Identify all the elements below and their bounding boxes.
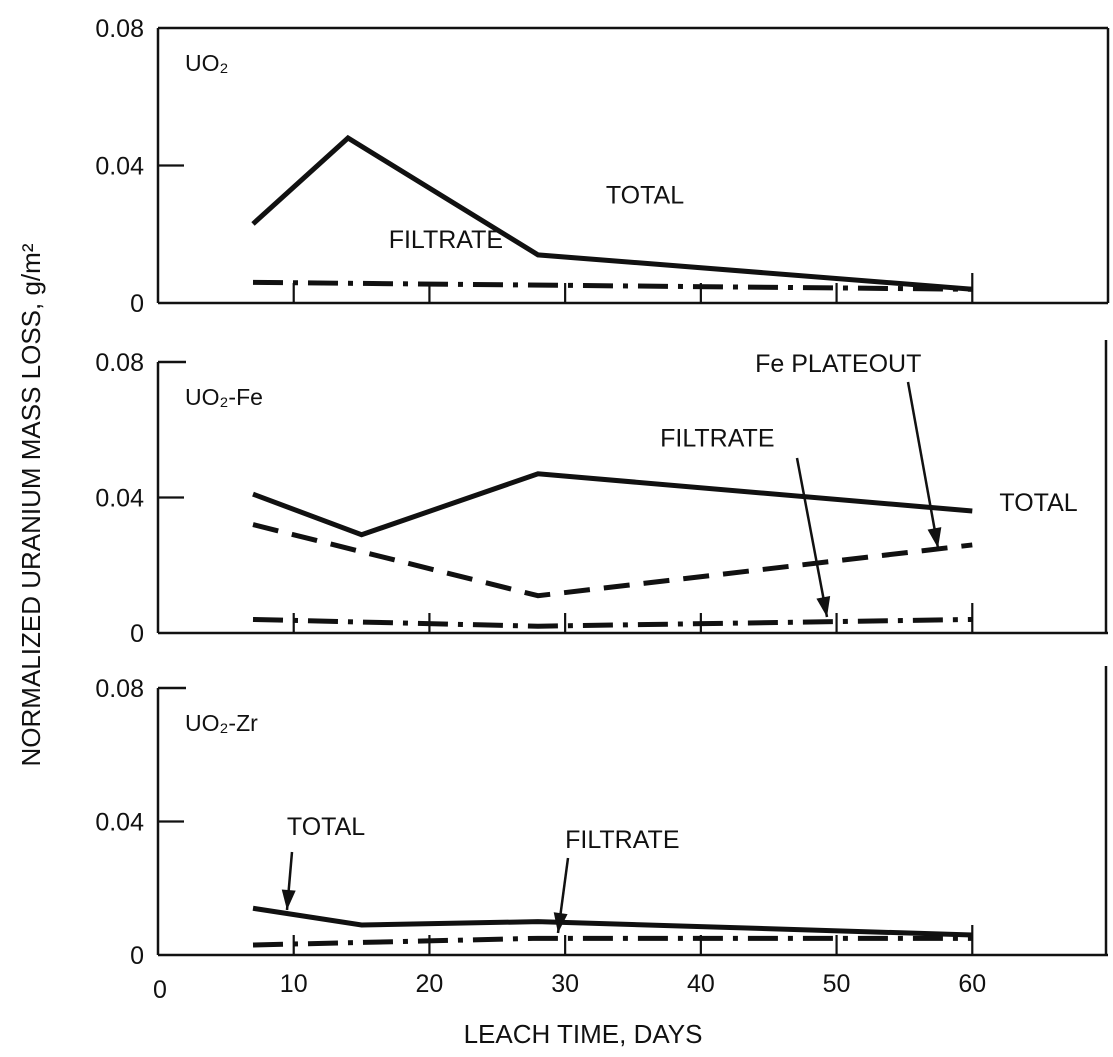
panel-3-label-total: TOTAL (287, 813, 365, 841)
panel-3-y-tick-label: 0.08 (95, 675, 144, 703)
arrow-total-zr-head (281, 889, 296, 910)
y-axis-title: NORMALIZED URANIUM MASS LOSS, g/m² (16, 243, 46, 766)
arrow-filtrate-fe-head (816, 596, 831, 617)
panel-1-label-total: TOTAL (606, 181, 684, 209)
panel-2-y-tick-label: 0.08 (95, 349, 144, 377)
panel-2-series-total (252, 471, 973, 538)
x-tick-label: 40 (687, 970, 715, 998)
panel-1-title: UO₂ (185, 50, 228, 76)
x-tick-label: 20 (416, 970, 444, 998)
panel-2-title: UO₂-Fe (185, 384, 263, 410)
panel-1-y-tick-label: 0.08 (95, 15, 144, 43)
x-tick-label: 60 (958, 970, 986, 998)
panel-2-label-filtrate: FILTRATE (660, 425, 774, 453)
arrow-filtrate-fe (795, 457, 829, 618)
x-tick-label: 30 (551, 970, 579, 998)
x-tick-label: 0 (153, 976, 167, 1004)
panel-1-series-total (251, 134, 973, 292)
arrow-fe-plateout (906, 381, 940, 549)
panel-2-series-filtrate (252, 616, 973, 629)
panel-3-title: UO₂-Zr (185, 710, 258, 736)
panel-3-series-filtrate (252, 935, 973, 948)
panel-2-y-tick-label: 0.04 (95, 485, 144, 513)
x-axis-title: LEACH TIME, DAYS (464, 1019, 703, 1049)
panel-3-y-tick-label: 0.04 (95, 809, 144, 837)
panel-2-series-fe-plateout (252, 522, 973, 599)
panel-1-series-filtrate (252, 279, 973, 292)
panel-2-y-tick-label: 0 (130, 620, 144, 648)
panel-1-y-tick-label: 0.04 (95, 153, 144, 181)
panel-2-label-total: TOTAL (999, 489, 1077, 517)
panel-3-series-total (252, 905, 973, 938)
panel-1-label-filtrate: FILTRATE (389, 226, 503, 254)
panel-3-y-tick-label: 0 (130, 942, 144, 970)
panel-2-label-fe-plateout: Fe PLATEOUT (755, 350, 921, 378)
x-tick-label: 50 (823, 970, 851, 998)
panel-3-label-filtrate: FILTRATE (565, 826, 679, 854)
panel-1-y-tick-label: 0 (130, 290, 144, 318)
arrow-filtrate-zr-head (553, 912, 568, 933)
arrow-fe-plateout-head (927, 527, 942, 548)
x-tick-label: 10 (280, 970, 308, 998)
